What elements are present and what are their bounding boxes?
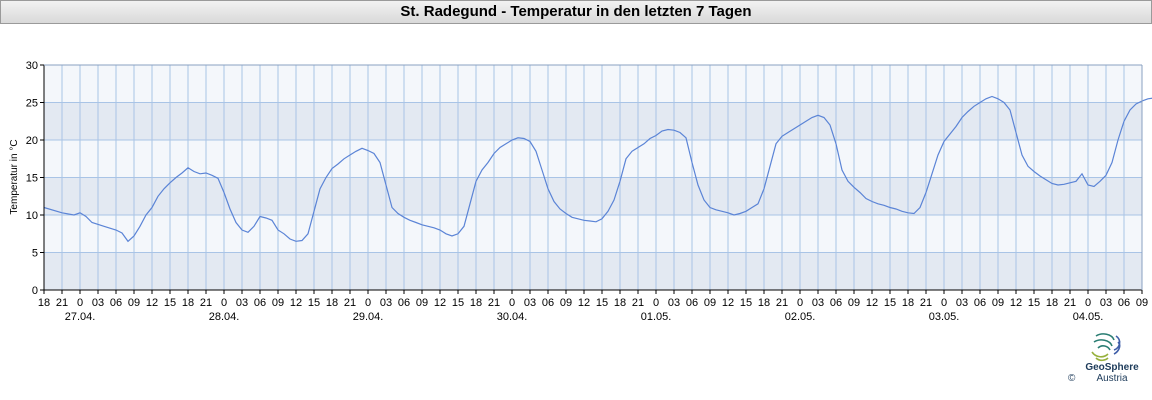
logo-name-line1: GeoSphere (1085, 362, 1139, 373)
x-tick-label: 18 (182, 297, 194, 309)
x-tick-label: 0 (1085, 297, 1091, 309)
y-tick-label: 30 (26, 60, 38, 72)
x-tick-label: 18 (614, 297, 626, 309)
x-tick-label: 21 (344, 297, 356, 309)
x-tick-label: 12 (146, 297, 158, 309)
x-tick-label: 21 (56, 297, 68, 309)
x-tick-label: 09 (992, 297, 1004, 309)
x-tick-labels: 18 21 0 03 06 09 12 15 18 21 0 03 06 09 12 15 18 21 0 03 06 0… (38, 290, 1148, 309)
x-tick-label: 15 (1028, 297, 1040, 309)
x-tick-label: 12 (1010, 297, 1022, 309)
series-layer (43, 95, 1152, 243)
x-tick-label: 0 (797, 297, 803, 309)
date-label: 27.04. (65, 311, 96, 323)
y-tick-label: 20 (26, 135, 38, 147)
x-tick-label: 12 (578, 297, 590, 309)
date-label: 03.05. (929, 311, 960, 323)
date-label: 28.04. (209, 311, 240, 323)
x-tick-label: 15 (596, 297, 608, 309)
x-tick-label: 15 (164, 297, 176, 309)
x-tick-label: 21 (488, 297, 500, 309)
geosphere-logo-icon (1091, 333, 1121, 362)
x-tick-label: 09 (272, 297, 284, 309)
x-tick-label: 03 (92, 297, 104, 309)
x-tick-label: 06 (398, 297, 410, 309)
x-tick-label: 09 (128, 297, 140, 309)
x-tick-label: 18 (38, 297, 50, 309)
x-tick-label: 03 (812, 297, 824, 309)
y-tick-label: 25 (26, 98, 38, 110)
x-tick-label: 09 (560, 297, 572, 309)
x-tick-label: 06 (974, 297, 986, 309)
x-tick-label: 18 (326, 297, 338, 309)
logo-name-line2: Austria (1096, 373, 1128, 384)
y-tick-label: 15 (26, 173, 38, 185)
chart-title: St. Radegund - Temperatur in den letzten… (0, 0, 1152, 24)
x-tick-label: 06 (542, 297, 554, 309)
band (44, 252, 1142, 290)
date-label: 02.05. (785, 311, 816, 323)
temperature-line (43, 95, 1152, 243)
x-tick-label: 06 (110, 297, 122, 309)
band (44, 177, 1142, 215)
x-tick-label: 21 (200, 297, 212, 309)
copyright-symbol: © (1068, 373, 1076, 384)
x-tick-label: 03 (956, 297, 968, 309)
date-label: 30.04. (497, 311, 528, 323)
x-tick-label: 06 (1118, 297, 1130, 309)
band (44, 140, 1142, 178)
x-tick-label: 0 (653, 297, 659, 309)
date-label: 04.05. (1073, 311, 1104, 323)
x-tick-label: 12 (290, 297, 302, 309)
x-tick-label: 21 (632, 297, 644, 309)
x-tick-label: 15 (308, 297, 320, 309)
x-tick-label: 12 (722, 297, 734, 309)
x-tick-label: 06 (686, 297, 698, 309)
x-tick-label: 12 (434, 297, 446, 309)
x-tick-label: 21 (776, 297, 788, 309)
y-axis-label: Temperatur in °C (9, 139, 20, 214)
band (44, 65, 1142, 103)
x-tick-label: 03 (236, 297, 248, 309)
x-tick-label: 09 (704, 297, 716, 309)
x-tick-label: 06 (254, 297, 266, 309)
x-tick-label: 03 (380, 297, 392, 309)
x-tick-label: 0 (941, 297, 947, 309)
x-tick-label: 0 (509, 297, 515, 309)
x-tick-label: 15 (452, 297, 464, 309)
x-tick-label: 18 (758, 297, 770, 309)
y-tick-labels: 0 5 10 15 20 25 30 (26, 60, 44, 297)
date-labels: 27.04. 28.04. 29.04. 30.04. 01.05. 02.05. 03.0… (65, 311, 1104, 323)
y-tick-label: 5 (32, 248, 38, 260)
x-tick-label: 18 (902, 297, 914, 309)
x-tick-label: 21 (920, 297, 932, 309)
x-tick-label: 0 (221, 297, 227, 309)
x-tick-label: 18 (1046, 297, 1058, 309)
logo-label: GeoSphere Austria (1082, 362, 1142, 384)
y-tick-label: 10 (26, 210, 38, 222)
y-tick-label: 0 (32, 285, 38, 297)
date-label: 29.04. (353, 311, 384, 323)
x-tick-label: 03 (1100, 297, 1112, 309)
x-tick-label: 0 (77, 297, 83, 309)
x-tick-label: 06 (830, 297, 842, 309)
x-tick-label: 15 (884, 297, 896, 309)
band (44, 215, 1142, 253)
x-tick-label: 09 (416, 297, 428, 309)
x-tick-label: 09 (1136, 297, 1148, 309)
x-tick-label: 03 (668, 297, 680, 309)
x-tick-label: 15 (740, 297, 752, 309)
x-tick-label: 0 (365, 297, 371, 309)
x-tick-label: 18 (470, 297, 482, 309)
x-tick-label: 21 (1064, 297, 1076, 309)
x-tick-label: 03 (524, 297, 536, 309)
x-tick-label: 12 (866, 297, 878, 309)
date-label: 01.05. (641, 311, 672, 323)
band (44, 102, 1142, 140)
x-tick-label: 09 (848, 297, 860, 309)
